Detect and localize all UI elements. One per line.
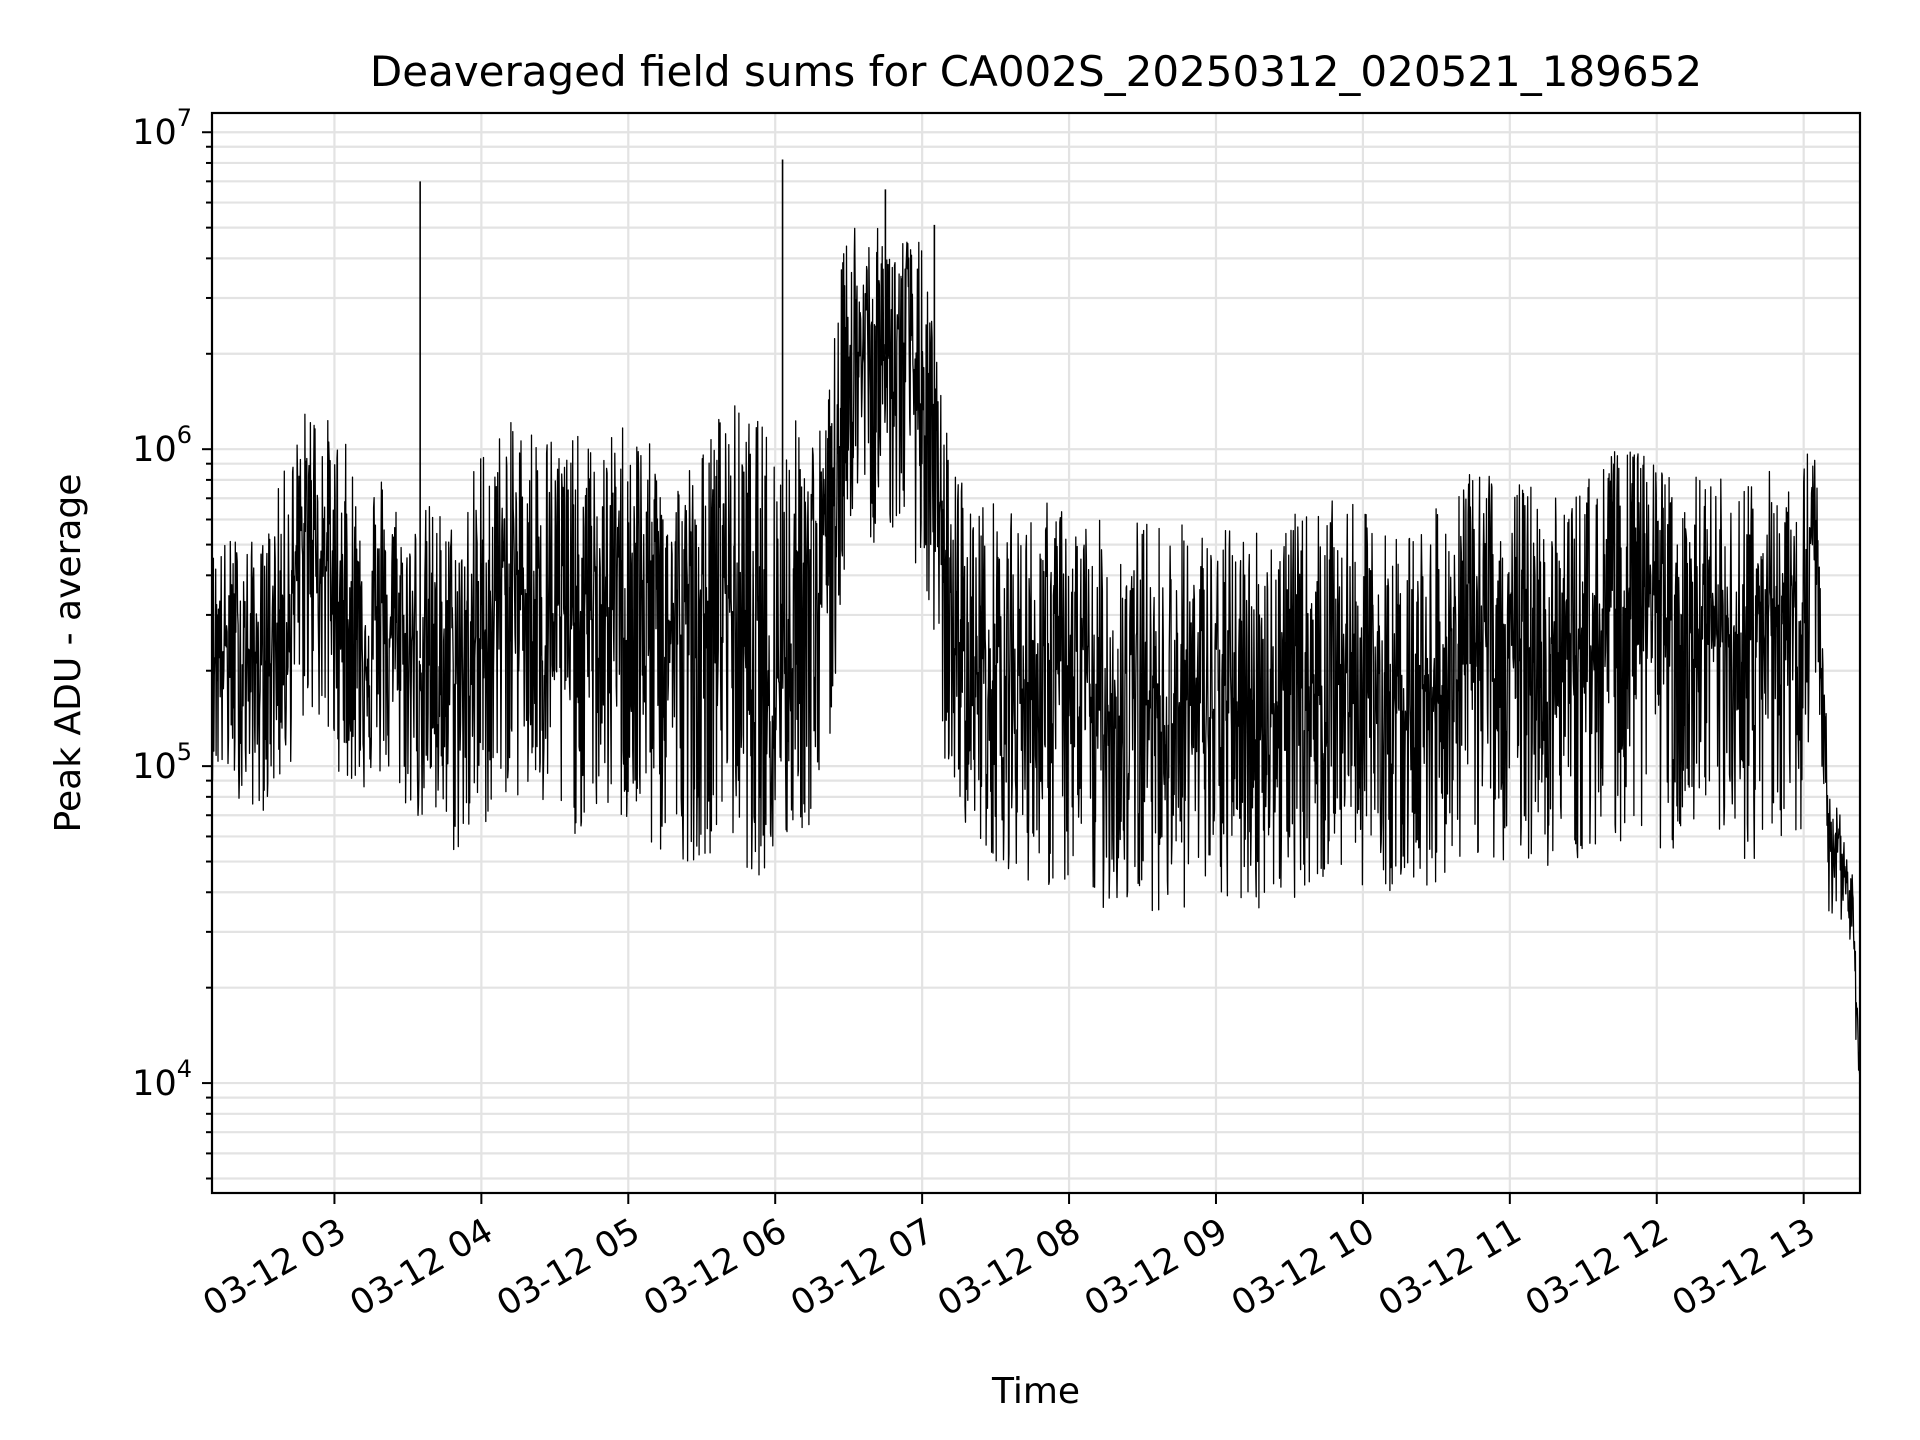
x-tick-label: 03-12 13: [1666, 1211, 1822, 1324]
x-tick-label: 03-12 07: [784, 1211, 940, 1324]
y-tick-label: 106: [132, 421, 192, 470]
x-tick-label: 03-12 10: [1225, 1211, 1381, 1324]
x-tick-label: 03-12 06: [637, 1211, 793, 1324]
x-tick-label: 03-12 12: [1519, 1211, 1675, 1324]
grid-layer: [212, 113, 1860, 1193]
x-tick-label: 03-12 11: [1372, 1211, 1528, 1324]
x-tick-label: 03-12 09: [1078, 1211, 1234, 1324]
y-axis-ticks: 104 105 106 107: [132, 104, 212, 1180]
x-tick-label: 03-12 03: [197, 1211, 353, 1324]
y-axis-label: Peak ADU - average: [48, 474, 89, 833]
chart-title: Deaveraged field sums for CA002S_2025031…: [370, 47, 1702, 96]
y-tick-label: 105: [132, 738, 192, 787]
series-line: [211, 227, 1861, 1083]
y-tick-label: 104: [132, 1055, 192, 1104]
x-tick-label: 03-12 05: [490, 1211, 646, 1324]
y-tick-label: 107: [132, 104, 192, 153]
series-layer: [211, 159, 1861, 1083]
x-axis-label: Time: [991, 1371, 1080, 1412]
x-tick-label: 03-12 04: [344, 1211, 500, 1324]
plot-frame: [210, 111, 1862, 1195]
x-tick-label: 03-12 08: [931, 1211, 1087, 1324]
